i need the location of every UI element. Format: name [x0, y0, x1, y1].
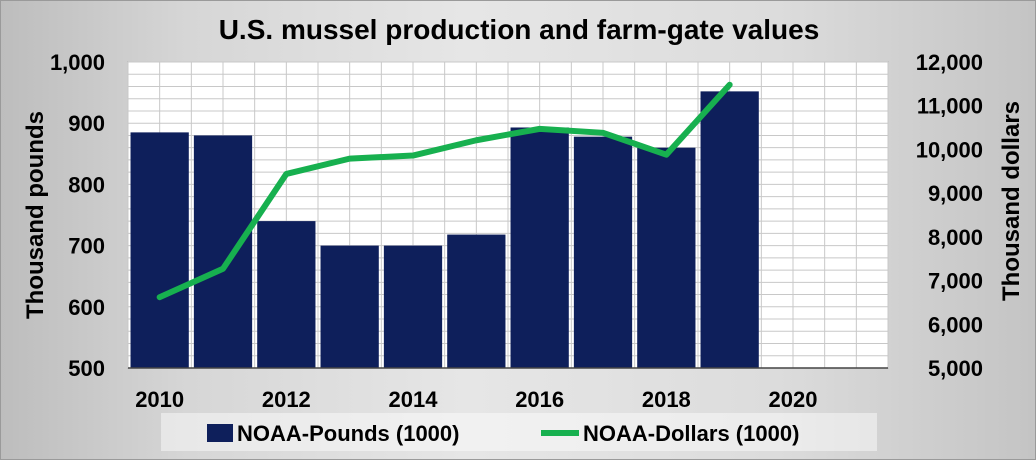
bar: [447, 234, 506, 368]
y-tick-label-left: 800: [68, 172, 105, 197]
x-tick-label: 2010: [135, 387, 184, 412]
y-tick-label-right: 6,000: [928, 312, 983, 337]
y-tick-label-right: 11,000: [917, 94, 983, 119]
y-tick-label-right: 12,000: [916, 50, 983, 75]
bar: [573, 136, 633, 368]
bar: [637, 147, 696, 368]
legend: NOAA-Pounds (1000) NOAA-Dollars (1000): [161, 413, 877, 451]
y-axis-title-right: Thousand dollars: [998, 101, 1025, 301]
legend-box: [161, 413, 877, 451]
y-tick-label-right: 5,000: [928, 356, 983, 381]
axes: 500 600 700 800 900 1,000 5,000 6,000 7,000 8,000…: [50, 50, 983, 412]
y-tick-label-right: 8,000: [928, 225, 983, 250]
bar: [257, 221, 316, 368]
chart-title: U.S. mussel production and farm-gate val…: [219, 14, 820, 45]
bar-series: [130, 91, 759, 368]
x-tick-label: 2020: [769, 387, 818, 412]
bar: [700, 91, 759, 368]
grid: [127, 61, 889, 369]
y-tick-label-right: 7,000: [928, 269, 983, 294]
y-tick-label-left: 1,000: [50, 50, 105, 75]
y-tick-label-right: 9,000: [928, 181, 983, 206]
x-tick-label: 2012: [262, 387, 311, 412]
x-tick-label: 2016: [515, 387, 564, 412]
y-tick-label-left: 600: [68, 295, 105, 320]
x-tick-label: 2018: [642, 387, 691, 412]
legend-label-dollars: NOAA-Dollars (1000): [583, 421, 799, 446]
legend-swatch-pounds: [207, 424, 233, 442]
legend-label-pounds: NOAA-Pounds (1000): [237, 421, 459, 446]
y-axis-title-left: Thousand pounds: [22, 111, 49, 319]
bar: [193, 135, 253, 368]
series-line-dollars: [156, 81, 733, 301]
y-tick-label-right: 10,000: [916, 137, 983, 162]
bar: [320, 245, 379, 368]
y-tick-label-left: 500: [68, 356, 105, 381]
bar: [130, 132, 189, 368]
x-tick-label: 2014: [389, 387, 439, 412]
bar: [510, 127, 569, 368]
y-tick-label-left: 700: [68, 234, 105, 259]
y-tick-label-left: 900: [68, 111, 105, 136]
line-series: [156, 81, 733, 301]
bar: [383, 245, 443, 368]
